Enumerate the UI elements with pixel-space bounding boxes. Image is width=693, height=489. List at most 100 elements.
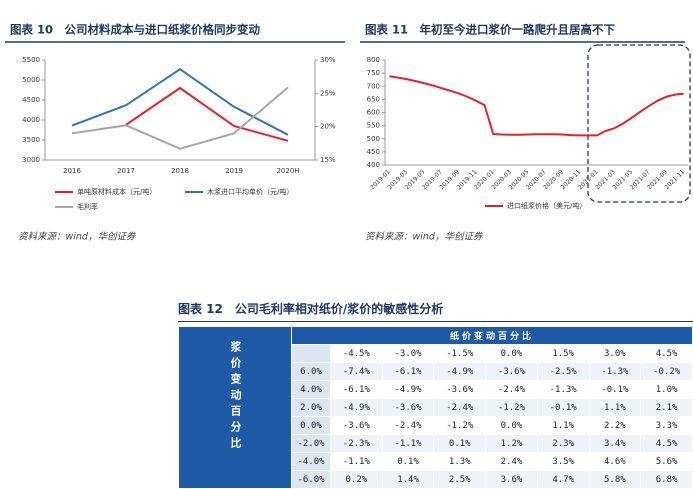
table-cell: -7.4% <box>330 362 383 381</box>
table-cell: -3.6% <box>330 416 383 435</box>
y-tick-label: 5000 <box>22 76 40 84</box>
y-tick-label: 700 <box>367 82 380 90</box>
table-cell: 6.8% <box>640 470 693 489</box>
source-note: 资料来源：wind，华创证券 <box>18 231 137 243</box>
col-group-header: 纸价变动百分比 <box>291 326 693 345</box>
y-tick-label: 600 <box>367 109 380 117</box>
table-cell: 5.6% <box>640 452 693 471</box>
y-tick-label: 450 <box>367 148 380 156</box>
table-cell: 4.6% <box>588 452 642 471</box>
table-cell: -4.9% <box>381 380 435 399</box>
table-cell: -1.1% <box>381 434 435 453</box>
table-cell: 1.3% <box>433 452 487 471</box>
source-note: 资料来源：wind，华创证券 <box>365 231 484 243</box>
y-tick-label: 500 <box>367 135 380 143</box>
table-cell: -2.5% <box>536 362 590 381</box>
y-tick-label: 650 <box>367 95 380 103</box>
y-tick-label: 5500 <box>22 56 40 64</box>
row-label: -2.0% <box>291 434 331 453</box>
column-header: 0.0% <box>485 344 538 363</box>
table-cell: 3.3% <box>640 416 693 435</box>
y-tick-label: 4500 <box>22 96 40 104</box>
table-cell: 1.4% <box>381 470 435 489</box>
table-title: 图表 12 公司毛利率相对纸价/浆价的敏感性分析 <box>178 300 693 322</box>
table-cell: 1.0% <box>640 380 693 399</box>
table-cell: 2.2% <box>588 416 642 435</box>
table-cell: -6.1% <box>330 380 383 399</box>
x-tick-label: 2019 <box>225 167 243 175</box>
table-cell: -0.1% <box>536 398 590 417</box>
y-tick-label: 400 <box>367 161 380 169</box>
table-cell: 5.8% <box>588 470 642 489</box>
series-line <box>389 75 684 137</box>
table-cell: -3.6% <box>433 380 487 399</box>
series-line <box>71 67 289 136</box>
table-cell: -0.1% <box>588 380 642 399</box>
y-tick-label: 3500 <box>22 136 40 144</box>
x-tick-label: 2018 <box>171 167 189 175</box>
table-cell: 1.2% <box>485 434 538 453</box>
table-cell: 0.1% <box>381 452 435 471</box>
table-cell: 2.1% <box>640 398 693 417</box>
table-cell: 2.4% <box>485 452 538 471</box>
row-label: -6.0% <box>291 470 331 489</box>
table-cell: 0.1% <box>433 434 487 453</box>
sensitivity-table: 浆价变动百分比 纸价变动百分比 -4.5% -3.0% -1.5% 0.0% 1.5% 3.0… <box>178 326 693 489</box>
y-tick-label: 4000 <box>22 116 40 124</box>
table-cell: 4.7% <box>536 470 590 489</box>
row-group-text: 浆价变动百分比 <box>229 341 242 453</box>
charts: 图表 10 公司材料成本与进口纸浆价格同步变动 3000 3500 4000 4500 5… <box>5 23 691 243</box>
table-cell: -1.3% <box>536 380 590 399</box>
y-tick-label: 550 <box>367 122 380 130</box>
row-label: 0.0% <box>291 416 331 435</box>
table-cell: 3.5% <box>536 452 590 471</box>
column-header: 3.0% <box>588 344 642 363</box>
table-cell: 3.4% <box>588 434 642 453</box>
y2-tick-label: 25% <box>320 89 336 97</box>
series-line <box>125 86 289 142</box>
table-cell: -3.6% <box>381 398 435 417</box>
x-tick-label: 2017 <box>117 167 135 175</box>
legend-label: 木浆进口平均单价（元/吨） <box>207 187 293 196</box>
table-cell: 0.0% <box>485 416 538 435</box>
table-cell: 2.5% <box>433 470 487 489</box>
table-cell: -2.4% <box>433 398 487 417</box>
column-header: 1.5% <box>536 344 590 363</box>
x-tick-label: 2016 <box>63 167 81 175</box>
y2-tick-label: 30% <box>320 56 336 64</box>
table-cell: -1.2% <box>433 416 487 435</box>
table-cell: -3.6% <box>485 362 538 381</box>
column-header: -1.5% <box>433 344 487 363</box>
row-label: -4.0% <box>291 452 331 471</box>
chart-title: 图表 11 年初至今进口浆价一路爬升且居高不下 <box>365 23 616 37</box>
table-cell: -2.3% <box>330 434 383 453</box>
table-cell: -2.4% <box>381 416 435 435</box>
column-header: -4.5% <box>330 344 383 363</box>
table-cell: 4.5% <box>640 434 693 453</box>
table-cell: 1.1% <box>536 416 590 435</box>
table-cell: -1.2% <box>485 398 538 417</box>
legend-label: 单吨原材料成本（元/吨） <box>77 187 156 196</box>
table-cell: -1.3% <box>588 362 642 381</box>
y-tick-label: 3000 <box>22 156 40 164</box>
column-header: -3.0% <box>381 344 435 363</box>
table-cell: -4.9% <box>330 398 383 417</box>
table-cell: 3.6% <box>485 470 538 489</box>
row-label: 2.0% <box>291 398 331 417</box>
table-cell: 1.1% <box>588 398 642 417</box>
table-cell: 0.2% <box>330 470 383 489</box>
y-tick-label: 800 <box>367 56 380 64</box>
y2-tick-label: 15% <box>320 156 336 164</box>
y-tick-label: 750 <box>367 69 380 77</box>
column-header: 4.5% <box>640 344 693 363</box>
x-tick-label: 2020H <box>276 167 299 175</box>
row-group-header: 浆价变动百分比 <box>178 326 292 489</box>
chart-title: 图表 10 公司材料成本与进口纸浆价格同步变动 <box>10 23 261 37</box>
highlight-box <box>587 44 691 203</box>
table-cell: 2.3% <box>536 434 590 453</box>
y2-tick-label: 20% <box>320 123 336 131</box>
legend-label: 进口纸浆价格（美元/吨） <box>507 201 586 210</box>
table-cell: -6.1% <box>381 362 435 381</box>
series-line <box>71 86 289 150</box>
table-cell: -2.4% <box>485 380 538 399</box>
